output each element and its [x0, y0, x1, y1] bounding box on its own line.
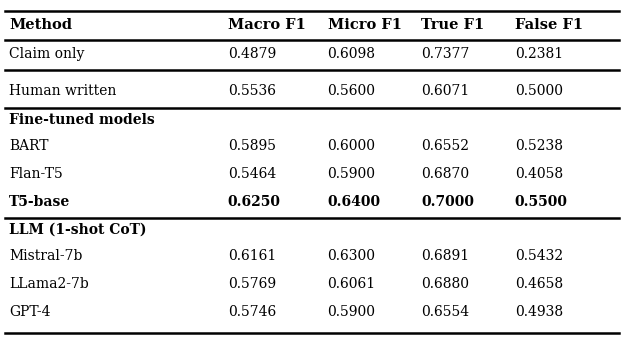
Text: Claim only: Claim only [9, 47, 85, 61]
Text: 0.4658: 0.4658 [515, 277, 563, 291]
Text: LLM (1-shot CoT): LLM (1-shot CoT) [9, 223, 147, 237]
Text: 0.6300: 0.6300 [328, 249, 376, 263]
Text: 0.7000: 0.7000 [421, 195, 474, 209]
Text: LLama2-7b: LLama2-7b [9, 277, 89, 291]
Text: 0.6400: 0.6400 [328, 195, 381, 209]
Text: 0.5432: 0.5432 [515, 249, 563, 263]
Text: 0.6000: 0.6000 [328, 139, 376, 153]
Text: GPT-4: GPT-4 [9, 305, 51, 319]
Text: Micro F1: Micro F1 [328, 18, 402, 32]
Text: 0.6061: 0.6061 [328, 277, 376, 291]
Text: 0.4058: 0.4058 [515, 167, 563, 181]
Text: BART: BART [9, 139, 49, 153]
Text: False F1: False F1 [515, 18, 583, 32]
Text: 0.6098: 0.6098 [328, 47, 376, 61]
Text: 0.5600: 0.5600 [328, 84, 376, 98]
Text: 0.6552: 0.6552 [421, 139, 469, 153]
Text: Human written: Human written [9, 84, 117, 98]
Text: 0.6554: 0.6554 [421, 305, 469, 319]
Text: 0.5900: 0.5900 [328, 305, 376, 319]
Text: 0.6891: 0.6891 [421, 249, 469, 263]
Text: Macro F1: Macro F1 [228, 18, 306, 32]
Text: 0.6870: 0.6870 [421, 167, 469, 181]
Text: Method: Method [9, 18, 72, 32]
Text: T5-base: T5-base [9, 195, 71, 209]
Text: 0.4938: 0.4938 [515, 305, 563, 319]
Text: Fine-tuned models: Fine-tuned models [9, 113, 155, 127]
Text: 0.5900: 0.5900 [328, 167, 376, 181]
Text: 0.5536: 0.5536 [228, 84, 276, 98]
Text: 0.6880: 0.6880 [421, 277, 469, 291]
Text: 0.6250: 0.6250 [228, 195, 281, 209]
Text: 0.5238: 0.5238 [515, 139, 563, 153]
Text: 0.2381: 0.2381 [515, 47, 563, 61]
Text: 0.6071: 0.6071 [421, 84, 469, 98]
Text: 0.5746: 0.5746 [228, 305, 276, 319]
Text: 0.4879: 0.4879 [228, 47, 276, 61]
Text: True F1: True F1 [421, 18, 484, 32]
Text: Mistral-7b: Mistral-7b [9, 249, 83, 263]
Text: 0.5895: 0.5895 [228, 139, 276, 153]
Text: 0.6161: 0.6161 [228, 249, 276, 263]
Text: 0.5000: 0.5000 [515, 84, 563, 98]
Text: 0.5500: 0.5500 [515, 195, 568, 209]
Text: Flan-T5: Flan-T5 [9, 167, 63, 181]
Text: 0.5769: 0.5769 [228, 277, 276, 291]
Text: 0.5464: 0.5464 [228, 167, 276, 181]
Text: 0.7377: 0.7377 [421, 47, 470, 61]
